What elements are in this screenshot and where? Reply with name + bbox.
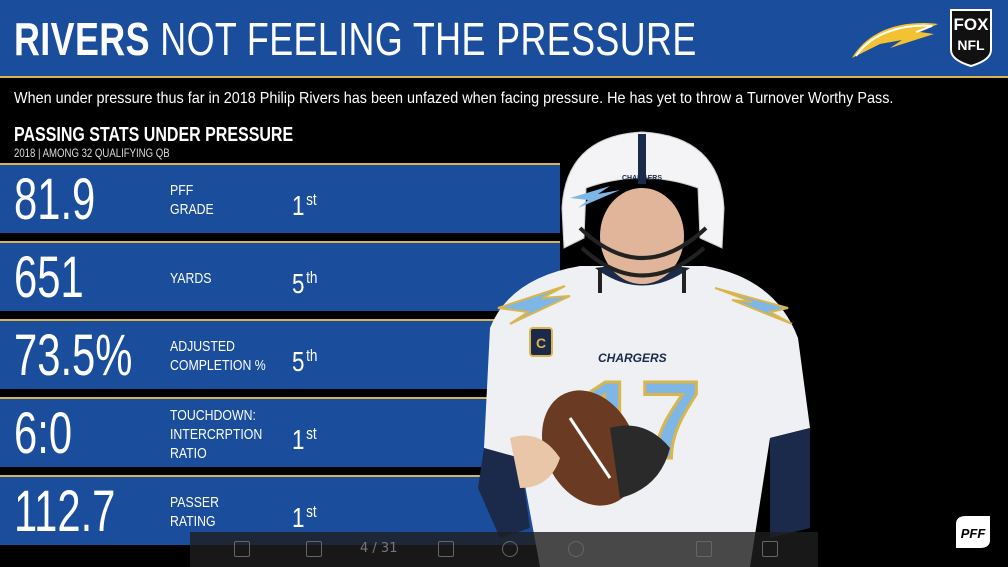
rank-suffix: st (306, 424, 317, 443)
sidebar-toggle-icon[interactable] (234, 541, 250, 557)
stat-row-adjusted-completion: 73.5% ADJUSTED COMPLETION % 5th (0, 319, 560, 389)
stat-value: 81.9 (14, 167, 96, 232)
title-player-name: RIVERS (14, 13, 150, 65)
rank-suffix: th (306, 268, 318, 287)
stat-label-line: TOUCHDOWN: (170, 406, 256, 424)
chargers-bolt-icon (852, 23, 938, 58)
stat-label-line: RATING (170, 513, 216, 530)
network-fox-text: FOX (954, 15, 990, 34)
stat-row-pff-grade: 81.9 PFF GRADE 1st (0, 163, 560, 233)
stat-rank: 1st (292, 477, 317, 547)
network-nfl-text: NFL (957, 37, 985, 53)
stat-rank: 1st (292, 399, 317, 469)
stat-label-line: PFF (170, 182, 194, 199)
stat-label-line: PASSER (170, 494, 219, 511)
stat-value: 651 (14, 245, 84, 310)
stat-row-yards: 651 YARDS 5th (0, 241, 560, 311)
section-subtitle: 2018 | AMONG 32 QUALIFYING QB (14, 146, 170, 160)
player-photo: 17 CHARGERS C CHARGERS (478, 131, 810, 567)
stat-value: 6:0 (14, 401, 73, 466)
header-banner: RIVERS NOT FEELING THE PRESSURE FOX NFL (0, 0, 1008, 78)
rank-number: 5 (292, 268, 305, 299)
fox-nfl-shield-icon: FOX NFL (950, 9, 992, 68)
jersey-wordmark: CHARGERS (598, 351, 667, 365)
stat-label-line: YARDS (170, 269, 212, 287)
stat-rank: 5th (292, 243, 317, 313)
stat-label-line: COMPLETION % (170, 357, 266, 374)
rank-suffix: st (306, 190, 317, 209)
page-down-icon[interactable] (438, 541, 454, 557)
current-page[interactable]: 4 (360, 541, 369, 556)
viewer-toolbar: 4 / 31 (190, 532, 818, 567)
rank-number: 5 (292, 346, 305, 377)
rank-number: 1 (292, 190, 305, 221)
rank-suffix: st (306, 502, 317, 521)
title-tagline: NOT FEELING THE PRESSURE (160, 13, 697, 65)
page-indicator: 4 / 31 (360, 541, 397, 556)
zoom-out-icon[interactable] (502, 541, 518, 557)
stat-row-td-int-ratio: 6:0 TOUCHDOWN: INTERCRPTION RATIO 1st (0, 397, 560, 467)
rank-suffix: th (306, 346, 318, 365)
captain-patch (529, 327, 553, 357)
stat-label-line: GRADE (170, 201, 214, 218)
stat-label: PFF GRADE (170, 165, 260, 235)
pff-logo-icon: PFF (956, 516, 990, 548)
page-title: RIVERS NOT FEELING THE PRESSURE (14, 14, 697, 64)
stat-value: 73.5% (14, 323, 133, 388)
section-title: PASSING STATS UNDER PRESSURE (14, 124, 294, 146)
rank-number: 1 (292, 424, 305, 455)
stat-label: ADJUSTED COMPLETION % (170, 321, 266, 391)
stat-rank: 5th (292, 321, 317, 391)
zoom-in-icon[interactable] (568, 541, 584, 557)
helmet-wordmark: CHARGERS (622, 175, 662, 182)
intro-text: When under pressure thus far in 2018 Phi… (14, 90, 894, 107)
stat-label: YARDS (170, 243, 260, 313)
total-pages: / 31 (372, 541, 398, 556)
stat-label-line: RATIO (170, 444, 207, 462)
pff-logo-text: PFF (961, 526, 987, 541)
rank-number: 1 (292, 502, 305, 533)
stat-label: PASSER RATING (170, 477, 260, 547)
captain-letter: C (536, 335, 546, 351)
page-up-icon[interactable] (306, 541, 322, 557)
stat-value: 112.7 (14, 479, 116, 544)
fullscreen-icon[interactable] (762, 541, 778, 557)
stat-label-line: ADJUSTED (170, 338, 235, 355)
stat-label: TOUCHDOWN: INTERCRPTION RATIO (170, 399, 263, 469)
stat-rank: 1st (292, 165, 317, 235)
stat-label-line: INTERCRPTION (170, 425, 263, 443)
fit-page-icon[interactable] (696, 541, 712, 557)
